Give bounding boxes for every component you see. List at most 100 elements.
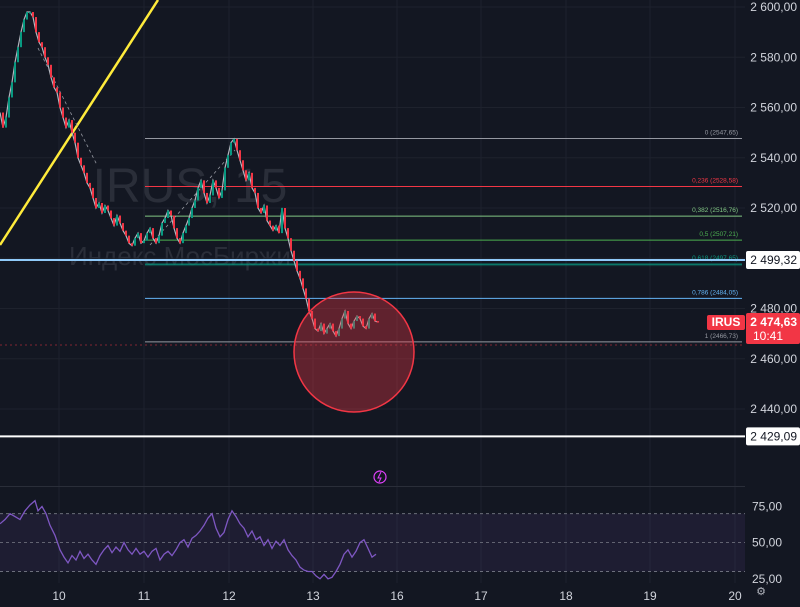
candle [125, 230, 127, 236]
current-price-value: 2 474,63 [750, 315, 797, 329]
fib-level-label: 1 (2466,73) [705, 333, 738, 340]
candle [161, 223, 163, 236]
candle [128, 235, 130, 244]
candle [158, 235, 160, 244]
candle [23, 19, 25, 33]
candle [2, 112, 4, 128]
candle [137, 233, 139, 239]
candle [8, 97, 10, 118]
candle [50, 64, 52, 78]
candle [347, 311, 349, 324]
oscillator-line [0, 499, 377, 580]
candle [44, 47, 46, 58]
fibonacci-retracement[interactable]: 0 (2547,65) 0,236 (2528,58) 0,382 (2516,76… [145, 130, 742, 343]
candle [146, 233, 148, 241]
price-axis-label: 2 460,00 [750, 352, 797, 366]
fib-level-label: 0,618 (2497,65) [692, 255, 738, 262]
time-axis[interactable]: 10 11 12 13 16 17 18 19 20 [52, 589, 742, 603]
candle [197, 187, 199, 201]
price-axis[interactable]: 2 440,002 460,002 480,002 500,002 520,00… [750, 0, 797, 416]
candle [371, 313, 373, 319]
oscillator-axis[interactable]: 25,00 50,00 75,00 [752, 499, 782, 585]
candle [365, 326, 367, 329]
candle [155, 238, 157, 244]
candle [68, 120, 70, 128]
candle [167, 210, 169, 219]
oscillator-pane [0, 499, 745, 580]
watermark-name: Индекс МосБиржи [69, 241, 291, 271]
grid [0, 0, 745, 583]
fib-level-label: 0,786 (2484,05) [692, 289, 738, 296]
candle [56, 87, 58, 93]
candle [311, 311, 313, 319]
candle [275, 225, 277, 231]
candle [227, 155, 229, 168]
candle [38, 32, 40, 43]
candle [164, 218, 166, 224]
price-series [0, 11, 379, 338]
candle [287, 228, 289, 239]
candle [17, 47, 19, 63]
time-axis-label: 18 [559, 589, 573, 603]
candle [254, 187, 256, 193]
candle [194, 200, 196, 208]
trend-line[interactable] [0, 0, 160, 246]
candle [200, 180, 202, 188]
horizontal-line-tag: 2 499,32 [746, 250, 800, 269]
highlight-circle[interactable] [293, 291, 415, 413]
candle [41, 42, 43, 48]
alert-icon[interactable] [373, 470, 387, 484]
candle [218, 187, 220, 198]
current-price-symbol: IRUS [712, 315, 741, 329]
candle [350, 323, 352, 329]
candle [317, 328, 319, 332]
candle [299, 270, 301, 279]
candle [53, 77, 55, 88]
candle [344, 311, 346, 319]
candle [89, 182, 91, 188]
candle [29, 12, 31, 14]
candle [179, 238, 181, 244]
candle [215, 180, 217, 188]
price-axis-label: 2 520,00 [750, 201, 797, 215]
candle [59, 92, 61, 108]
candle [101, 202, 103, 214]
current-price-countdown: 10:41 [753, 329, 783, 343]
candle [80, 157, 82, 166]
candle [302, 278, 304, 289]
candle [140, 233, 142, 244]
candle [326, 328, 328, 334]
candle [224, 167, 226, 191]
settings-icon[interactable]: ⚙ [756, 586, 766, 598]
candle [374, 313, 376, 322]
candle [20, 32, 22, 48]
candle [320, 323, 322, 332]
candle [314, 318, 316, 329]
horizontal-line-tag-label: 2 429,09 [750, 429, 797, 443]
oscillator-axis-label: 25,00 [752, 572, 782, 586]
candle [308, 298, 310, 312]
candle [341, 318, 343, 329]
candle [236, 138, 238, 151]
candle [203, 180, 205, 193]
candle [152, 228, 154, 239]
time-axis-label: 13 [306, 589, 320, 603]
time-axis-label: 20 [728, 589, 742, 603]
candle [110, 210, 112, 219]
time-axis-label: 12 [222, 589, 236, 603]
horizontal-lines[interactable] [0, 258, 745, 438]
candle [242, 160, 244, 171]
candle [134, 238, 136, 246]
price-axis-label: 2 480,00 [750, 302, 797, 316]
price-axis-label: 2 440,00 [750, 402, 797, 416]
candle [377, 321, 379, 323]
candle [116, 215, 118, 226]
candle [170, 210, 172, 216]
candle [119, 215, 121, 224]
candle [188, 218, 190, 226]
candle [272, 225, 274, 231]
candle [71, 120, 73, 133]
